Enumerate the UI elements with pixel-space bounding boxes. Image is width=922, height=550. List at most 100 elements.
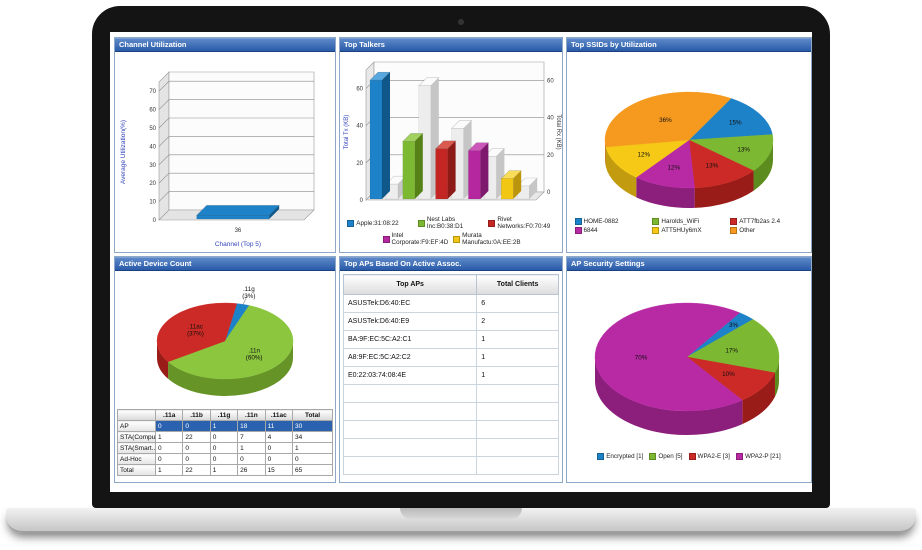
aps-table-row[interactable] [342,438,559,457]
device-table-cell: 0 [182,453,211,465]
device-table-row[interactable]: STA(Smart... 0 0 0 1 0 1 [117,442,333,454]
chart-wall [414,133,423,199]
legend-item: WPA2-E [3] [688,453,730,460]
aps-table-ap-cell [342,456,478,475]
chart-wall [513,170,522,199]
aps-table-clients-cell [476,438,559,457]
device-table-row-label: Total [117,464,156,476]
panel-body-top-talkers: 0 0 20 20 40 40 60 60 Total Tx (KB) Total Rx (KB)… [340,52,562,252]
label-leader-line [242,295,248,305]
device-table-cell: 0 [264,442,294,454]
chart-wall [434,140,457,150]
aps-table-row[interactable]: E0:22:03:74:08:4E 1 [342,366,559,385]
top-ssids-legend: HOME-0882 Harolds_WiFi ATT7fb2as 2.4 6844 AT… [567,216,811,236]
legend-label: HOME-0882 [583,218,619,225]
legend-item: Nest Labs Inc:B0:38:D1 [417,216,484,230]
chart-wall [382,72,390,199]
pie-slice-side [168,341,293,396]
pie-label: 70% [635,354,648,361]
device-table-header-row: .11a .11b .11g .11n .11ac Total [117,409,333,421]
device-table-cell: 0 [209,453,239,465]
gridline [158,117,314,129]
pie-label: 12% [668,164,681,171]
panel-top-ssids: Top SSIDs by Utilization 15% 13% 13% 12% 12%… [566,37,812,253]
pie-slice-side [636,177,695,208]
laptop-base-notch [400,508,522,519]
y-tick-label: 0 [153,218,157,224]
legend-swatch-icon [453,235,461,243]
legend-label: Intel Corporate:F9:EF:4D [391,232,449,246]
aps-table-row[interactable] [342,420,559,439]
y-tick-label-left: 40 [356,124,363,130]
legend-item: 6844 [574,227,648,234]
panel-title-top-talkers: Top Talkers [340,38,562,52]
top-aps-table: Top APs Total Clients ASUSTek:D6:40:EC 6 ASU… [342,274,559,475]
pie-label: (60%) [246,355,263,362]
aps-table-clients-cell: 1 [476,348,559,367]
aps-table-clients-cell: 1 [476,330,559,349]
aps-table-row[interactable]: ASUSTek:D6:40:E9 2 [342,312,559,331]
legend-label: Open [5] [658,453,683,460]
bar [468,150,481,200]
device-table-col-header: .11b [182,409,211,421]
aps-table-row[interactable]: BA:9F:EC:5C:A2:C1 1 [342,330,559,349]
panel-title-channel-utilization: Channel Utilization [115,38,335,52]
panel-title-ap-security: AP Security Settings [567,257,811,271]
pie-slice [604,91,732,148]
device-table-cell: 22 [182,464,211,476]
device-table-row[interactable]: Ad-Hoc 0 0 0 0 0 0 [117,453,333,465]
bar [402,141,415,200]
channel-utilization-chart: 0 10 20 30 40 50 60 70 36 Channel (Top 5) Average … [120,71,315,248]
device-table-row-label: Ad-Hoc [117,453,156,465]
aps-table-row[interactable]: ASUSTek:D6:40:EC 6 [342,294,559,313]
legend-swatch-icon [730,218,738,225]
aps-table-row[interactable] [342,384,559,403]
y-tick-label: 30 [149,163,156,169]
chart-wall [269,205,280,219]
device-table-row[interactable]: Total 1 22 1 26 15 65 [117,464,333,476]
x-axis-title: Channel (Top 5) [215,241,261,248]
device-table-cell: 30 [292,420,333,432]
device-table-cell: 0 [264,453,294,465]
aps-table-clients-cell: 6 [476,294,559,313]
device-table-col-header [117,409,156,421]
panel-body-channel-utilization: 0 10 20 30 40 50 60 70 36 Channel (Top 5) Average … [115,52,335,252]
pie-label: (3%) [242,293,255,300]
aps-table-row[interactable] [342,402,559,421]
chart-wall [480,142,489,199]
legend-item: Apple:31:08:22 [347,216,413,230]
panel-body-top-aps: Top APs Total Clients ASUSTek:D6:40:EC 6 ASU… [340,271,562,482]
laptop-screen-bezel: Channel Utilization 0 10 20 30 40 50 60 70 36 Cha… [92,6,830,508]
aps-table-clients-cell: 1 [476,366,559,385]
device-table-cell: 22 [182,431,211,443]
device-table-cell: 0 [154,442,184,454]
aps-table-ap-cell: A8:9F:EC:5C:A2:C2 [342,348,478,367]
panel-body-active-device-count: .11g (3%) .11n (60%) .11ac (37%) .11a .11b .11g… [115,271,335,482]
aps-table-row[interactable]: A8:9F:EC:5C:A2:C2 1 [342,348,559,367]
panel-body-ap-security: 3% 17% 10% 70% Encrypted [1] Open [5] WPA2-E … [567,271,811,482]
bar [196,215,270,220]
y-tick-label-right: 0 [547,190,551,196]
top-talkers-chart: 0 0 20 20 40 40 60 60 Total Tx (KB) Total Rx (KB) [344,61,561,204]
dashboard: Channel Utilization 0 10 20 30 40 50 60 70 36 Cha… [110,32,812,492]
pie-slice-side [694,170,754,208]
aps-table-ap-cell [342,420,478,439]
pie-slice-side [753,140,773,191]
chart-wall [168,71,315,211]
legend-label: ATT7fb2as 2.4 [739,218,781,225]
legend-swatch-icon [597,453,605,460]
device-table-cell: 26 [237,464,266,476]
device-table-cell: 0 [209,431,239,443]
chart-wall [500,170,522,179]
legend-swatch-icon [417,219,425,227]
aps-table-col-header: Total Clients [476,274,559,295]
legend-label: Harolds_WiFi [661,218,700,225]
legend-label: Rivet Networks:F0:70:49 [497,216,551,230]
legend-item: Open [5] [649,453,683,460]
legend-swatch-icon [652,227,660,234]
device-table-row[interactable]: AP 0 0 1 18 11 30 [117,420,333,432]
pie-slice [594,302,743,412]
aps-table-row[interactable] [342,456,559,475]
y-tick-label-left: 60 [356,87,363,93]
